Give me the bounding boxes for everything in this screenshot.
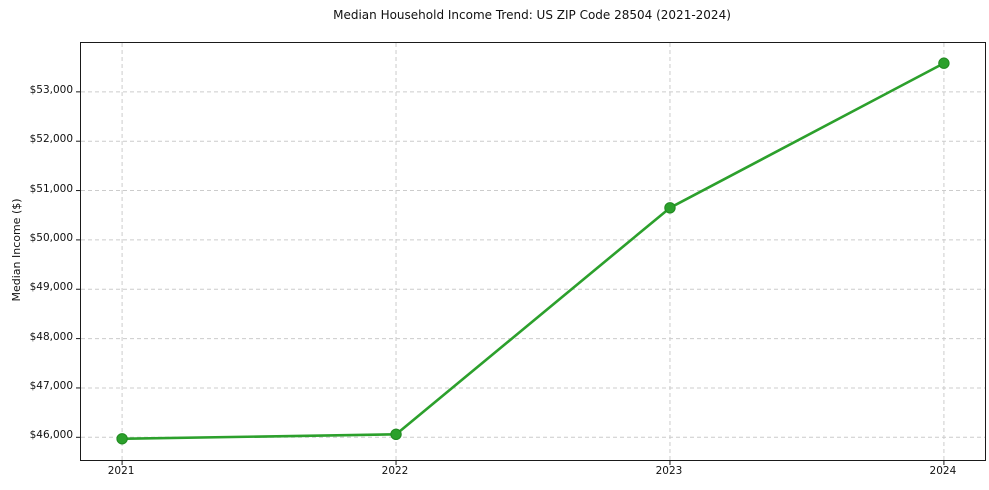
trend-line [120, 61, 946, 441]
data-point-2021 [116, 433, 128, 445]
y-tick-label: $48,000 [29, 330, 73, 343]
y-tick-label: $50,000 [29, 231, 73, 244]
data-point-2024 [938, 57, 950, 69]
x-tick-label: 2021 [107, 465, 135, 477]
y-tick-label: $47,000 [29, 379, 73, 392]
y-tick-label: $52,000 [29, 133, 73, 146]
plot-area [76, 42, 986, 465]
y-tick-label: $46,000 [29, 429, 73, 442]
x-tick-label: 2024 [929, 465, 957, 477]
y-tick-label: $53,000 [29, 83, 73, 96]
y-tick-label: $51,000 [29, 182, 73, 195]
data-point-2022 [390, 428, 402, 441]
x-tick-label: 2022 [381, 465, 409, 477]
data-point-2023 [664, 202, 676, 214]
trend-line-chart [76, 43, 985, 465]
chart-title: Median Household Income Trend: US ZIP Co… [333, 8, 731, 22]
y-tick-label: $49,000 [29, 281, 73, 294]
x-tick-label: 2023 [655, 465, 683, 477]
